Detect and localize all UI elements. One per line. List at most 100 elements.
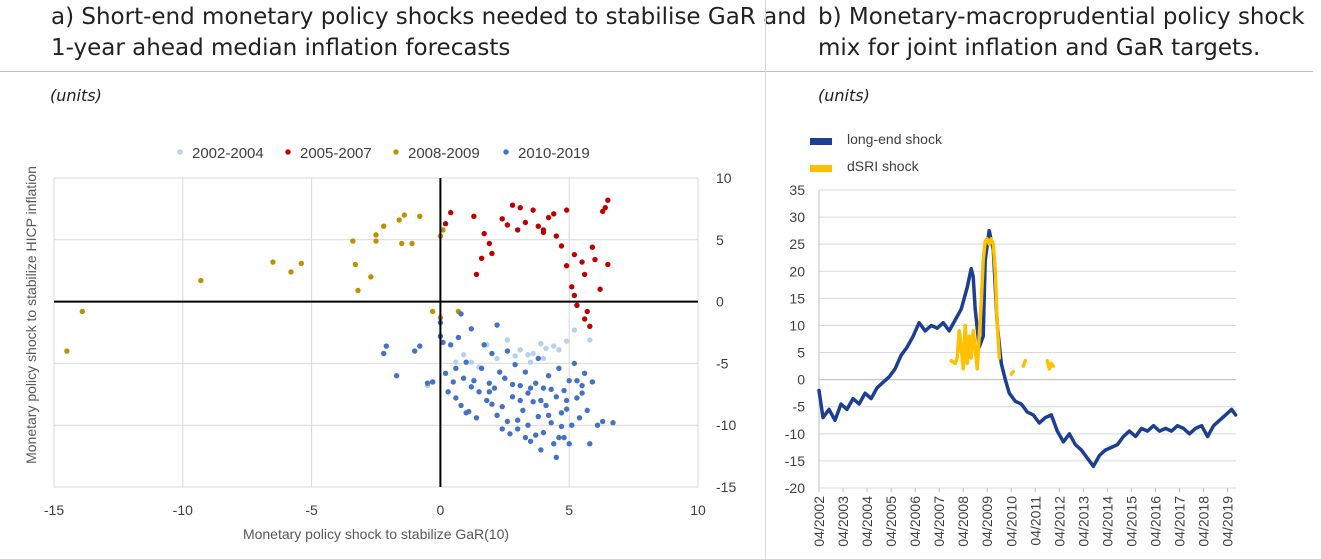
scatter-point-2010-2019 — [581, 370, 588, 376]
scatter-point-2010-2019 — [527, 438, 534, 444]
scatter-point-2010-2019 — [463, 359, 469, 365]
scatter-point-2010-2019 — [383, 343, 390, 349]
scatter-point-2005-2007 — [478, 255, 485, 262]
scatter-point-2008-2009 — [368, 274, 374, 280]
scatter-point-2008-2009 — [270, 259, 276, 265]
scatter-point-2005-2007 — [509, 202, 516, 208]
scatter-point-2010-2019 — [455, 334, 462, 341]
scatter-point-2008-2009 — [429, 308, 436, 315]
scatter-point-2010-2019 — [429, 379, 436, 385]
scatter-point-2005-2007 — [514, 227, 521, 233]
scatter-point-2010-2019 — [458, 311, 464, 317]
x-tick-label: 04/2007 — [931, 496, 947, 547]
scatter-point-2010-2019 — [494, 412, 500, 419]
scatter-point-2010-2019 — [543, 402, 549, 409]
scatter-point-2005-2007 — [587, 323, 593, 330]
scatter-point-2002-2004 — [587, 337, 593, 343]
scatter-point-2010-2019 — [553, 454, 560, 461]
legend-marker-2005-2007 — [285, 149, 291, 155]
scatter-point-2005-2007 — [597, 286, 603, 292]
scatter-point-2005-2007 — [530, 207, 536, 213]
legend-label: 2005-2007 — [300, 145, 372, 162]
x-tick-label: -15 — [44, 502, 64, 518]
scatter-point-2008-2009 — [401, 212, 408, 218]
scatter-point-2008-2009 — [373, 238, 379, 244]
scatter-point-2010-2019 — [520, 407, 526, 414]
scatter-point-2010-2019 — [486, 380, 493, 386]
scatter-point-2005-2007 — [579, 259, 585, 265]
panel-b-units: (units) — [818, 86, 870, 105]
scatter-point-2010-2019 — [579, 382, 585, 389]
scatter-point-2010-2019 — [502, 375, 508, 381]
scatter-point-2008-2009 — [298, 260, 304, 266]
scatter-point-2010-2019 — [489, 401, 495, 407]
scatter-point-2010-2019 — [533, 432, 539, 438]
scatter-point-2008-2009 — [79, 308, 86, 315]
scatter-point-2010-2019 — [594, 422, 601, 428]
scatter-point-2010-2019 — [574, 395, 580, 401]
scatter-point-2010-2019 — [548, 386, 554, 393]
y-tick-label: 10 — [716, 170, 732, 186]
scatter-point-2002-2004 — [563, 338, 570, 344]
scatter-point-2005-2007 — [589, 244, 596, 250]
y-axis-label: Monetary policy shock to stabilize HICP … — [23, 166, 39, 464]
scatter-point-2010-2019 — [496, 369, 503, 375]
scatter-point-2010-2019 — [530, 399, 536, 405]
scatter-point-2010-2019 — [440, 339, 446, 346]
scatter-point-2005-2007 — [581, 271, 588, 278]
y-tick-label: 5 — [716, 232, 724, 248]
scatter-point-2010-2019 — [566, 378, 572, 384]
scatter-point-2010-2019 — [558, 410, 565, 416]
scatter-point-2005-2007 — [592, 256, 598, 263]
scatter-point-2010-2019 — [579, 390, 585, 396]
scatter-point-2010-2019 — [533, 380, 539, 386]
scatter-point-2010-2019 — [527, 385, 534, 391]
y-tick-label: -5 — [793, 399, 806, 415]
scatter-point-2010-2019 — [563, 406, 570, 412]
y-tick-label: 25 — [789, 236, 805, 252]
scatter-point-2005-2007 — [563, 207, 570, 213]
series-line-dsri-shock — [1009, 369, 1016, 376]
scatter-point-2005-2007 — [442, 221, 449, 227]
scatter-point-2005-2007 — [504, 222, 511, 228]
legend-marker-2002-2004 — [177, 149, 183, 155]
scatter-point-2010-2019 — [411, 348, 418, 354]
scatter-point-2010-2019 — [504, 418, 511, 425]
scatter-point-2010-2019 — [553, 394, 560, 400]
panel-a-title-line2: 1-year ahead median inflation forecasts — [51, 35, 511, 61]
scatter-point-2002-2004 — [527, 359, 534, 365]
scatter-point-2008-2009 — [373, 232, 379, 238]
legend-swatch-dSRI shock — [810, 165, 832, 172]
scatter-point-2010-2019 — [489, 350, 495, 357]
scatter-point-2010-2019 — [556, 434, 562, 441]
scatter-point-2002-2004 — [468, 359, 475, 365]
x-tick-label: 04/2006 — [907, 496, 923, 547]
scatter-point-2005-2007 — [545, 214, 552, 221]
scatter-point-2010-2019 — [574, 378, 580, 384]
x-tick-label: 04/2005 — [883, 496, 899, 547]
legend-label: 2002-2004 — [192, 145, 264, 162]
scatter-point-2005-2007 — [569, 284, 575, 290]
scatter-point-2008-2009 — [288, 269, 294, 275]
x-tick-label: 04/2019 — [1220, 496, 1236, 547]
scatter-point-2010-2019 — [514, 426, 521, 432]
x-tick-label: 04/2010 — [1003, 496, 1019, 547]
scatter-point-2010-2019 — [512, 361, 518, 368]
y-tick-label: 5 — [797, 345, 805, 361]
x-tick-label: -10 — [173, 502, 193, 518]
x-tick-label: 04/2018 — [1196, 496, 1212, 547]
scatter-point-2005-2007 — [602, 204, 608, 211]
legend-label: dSRI shock — [847, 158, 920, 174]
scatter-point-2010-2019 — [576, 415, 583, 421]
legend-swatch-long-end shock — [810, 138, 832, 145]
x-tick-label: 04/2017 — [1172, 496, 1188, 547]
scatter-point-2010-2019 — [545, 412, 552, 419]
scatter-point-2002-2004 — [525, 352, 531, 358]
scatter-point-2008-2009 — [409, 240, 415, 247]
scatter-point-2005-2007 — [471, 213, 477, 220]
scatter-point-2010-2019 — [569, 422, 575, 428]
scatter-point-2008-2009 — [198, 277, 204, 284]
scatter-point-2008-2009 — [417, 213, 423, 220]
legend-label: 2010-2019 — [518, 145, 590, 162]
scatter-point-2010-2019 — [473, 415, 480, 421]
